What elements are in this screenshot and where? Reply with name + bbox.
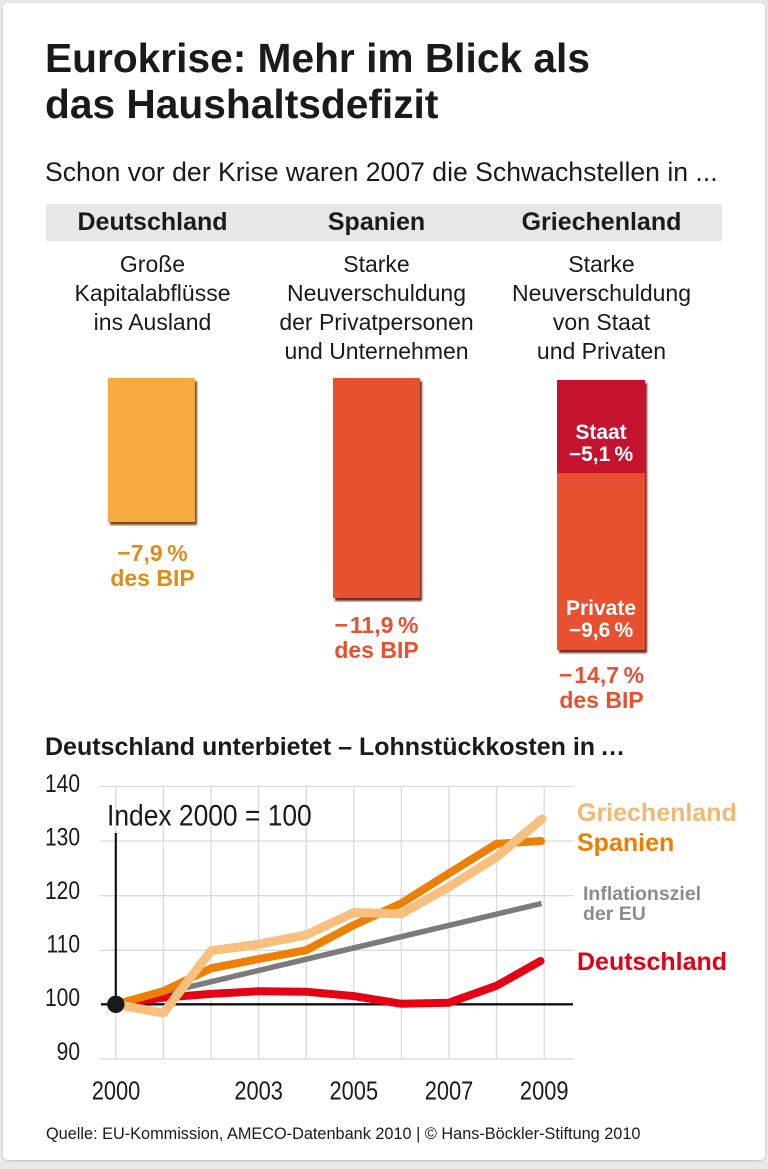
- svg-text:100: 100: [45, 983, 80, 1011]
- svg-text:110: 110: [47, 930, 80, 958]
- svg-text:140: 140: [45, 769, 80, 797]
- svg-text:2000: 2000: [92, 1077, 141, 1106]
- svg-text:Index 2000 = 100: Index 2000 = 100: [107, 798, 312, 832]
- svg-text:130: 130: [45, 823, 80, 851]
- svg-text:2007: 2007: [425, 1077, 474, 1106]
- svg-text:120: 120: [45, 876, 80, 904]
- svg-text:90: 90: [57, 1037, 80, 1065]
- svg-text:2009: 2009: [520, 1077, 569, 1106]
- svg-text:2005: 2005: [330, 1077, 379, 1106]
- svg-text:2003: 2003: [234, 1077, 283, 1106]
